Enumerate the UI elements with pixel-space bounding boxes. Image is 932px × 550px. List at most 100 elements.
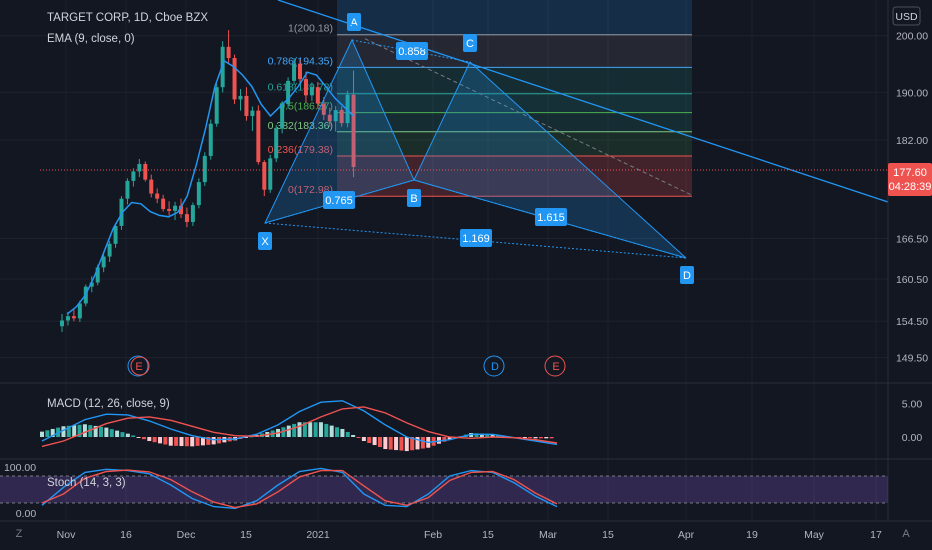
macd-histogram-bar [163, 437, 168, 445]
macd-histogram-bar [50, 428, 55, 437]
candle-body[interactable] [113, 225, 118, 244]
candle-body[interactable] [292, 63, 297, 81]
macd-histogram-bar [179, 437, 184, 447]
ratio-label-xad[interactable]: 1.169 [460, 229, 492, 247]
pattern-ratio-line [264, 222, 687, 259]
candle-body[interactable] [155, 193, 160, 199]
candle-body[interactable] [143, 163, 148, 180]
candle-body[interactable] [89, 282, 94, 287]
ratio-label-xab[interactable]: 0.765 [323, 191, 355, 209]
ratio-label-xad-text: 1.169 [462, 233, 490, 245]
xabcd-pattern[interactable]: X A B C D 0.765 0.858 1.615 1.169 [258, 13, 694, 284]
event-circle [127, 355, 149, 377]
ratio-label-abc[interactable]: 0.858 [396, 42, 428, 60]
candle-body[interactable] [226, 46, 231, 59]
pattern-point-b-bg [407, 189, 421, 207]
macd-histogram-bar [190, 437, 195, 447]
candle-body[interactable] [131, 171, 136, 181]
candle-body[interactable] [173, 205, 178, 211]
candle-body[interactable] [327, 114, 332, 122]
event-marker-dividend[interactable]: D [483, 355, 505, 377]
candle-body[interactable] [262, 162, 267, 190]
candle-body[interactable] [149, 179, 154, 194]
candle-body[interactable] [179, 205, 183, 215]
candle-body[interactable] [214, 87, 219, 124]
candle-body[interactable] [244, 95, 249, 116]
candle-body[interactable] [60, 320, 64, 327]
candle-body[interactable] [303, 79, 308, 96]
candle-body[interactable] [202, 155, 207, 183]
macd-tick-label: 0.00 [902, 432, 923, 444]
stoch-pane[interactable]: 100.00 0.00 [0, 462, 888, 520]
candle-body[interactable] [286, 80, 291, 105]
candle-body[interactable] [161, 198, 166, 209]
price-axis[interactable]: 200.00 190.00 182.00 166.50 160.50 154.50 149.… [896, 31, 928, 365]
candle-body[interactable] [274, 128, 279, 159]
candle-body[interactable] [137, 163, 142, 172]
candle-body[interactable] [107, 243, 112, 257]
candle-body[interactable] [256, 110, 261, 163]
currency-button[interactable]: USD [892, 6, 921, 26]
trendline[interactable] [277, 0, 889, 203]
candle-body[interactable] [298, 63, 302, 80]
macd-tick-label: 5.00 [902, 399, 923, 411]
pattern-point-d[interactable]: D [680, 266, 694, 284]
candle-body[interactable] [184, 214, 189, 222]
macd-histogram-bar [211, 437, 216, 445]
fib-retracement[interactable]: 1(200.18)0.786(194.35)0.618(189.78)0.5(1… [268, 0, 693, 197]
fib-zone [337, 156, 692, 197]
stoch-d-line [41, 469, 558, 509]
candle-body[interactable] [238, 95, 243, 100]
pattern-point-x[interactable]: X [258, 232, 272, 250]
candle-body[interactable] [333, 110, 338, 122]
candle-body[interactable] [315, 87, 320, 104]
macd-histogram-bar [340, 428, 345, 437]
macd-histogram-bar [66, 425, 71, 437]
macd-histogram-bar [61, 426, 66, 437]
pattern-point-b[interactable]: B [407, 189, 421, 207]
candle-body[interactable] [309, 87, 314, 96]
macd-histogram-bar [495, 434, 500, 437]
macd-histogram-bar [308, 422, 313, 437]
event-marker-earnings[interactable]: E [127, 355, 150, 377]
candle-body[interactable] [101, 256, 106, 268]
macd-histogram-bar [77, 424, 82, 437]
candle-body[interactable] [280, 104, 285, 129]
macd-pane[interactable]: 5.00 0.00 [40, 399, 922, 452]
ratio-label-bcd-bg [535, 208, 567, 226]
candle-body[interactable] [268, 158, 273, 190]
time-axis[interactable]: Nov 16 Dec 15 2021 Feb 15 Mar 15 Apr 19 May 17 [57, 529, 882, 541]
candle-body[interactable] [190, 205, 195, 222]
candle-body[interactable] [345, 94, 350, 124]
candle-body[interactable] [339, 110, 344, 124]
candle-body[interactable] [119, 198, 124, 226]
candle-body[interactable] [65, 316, 70, 321]
macd-legend: MACD (12, 26, close, 9) [47, 398, 170, 410]
candle-body[interactable] [71, 316, 76, 319]
candle-body[interactable] [125, 180, 130, 199]
candle-body[interactable] [167, 208, 172, 211]
candle-body[interactable] [321, 103, 326, 115]
candle-body[interactable] [208, 123, 213, 156]
pattern-point-c[interactable]: C [463, 34, 477, 52]
time-tick-label: Feb [424, 529, 442, 541]
macd-histogram-bar [72, 425, 77, 437]
candle-body[interactable] [351, 94, 356, 168]
timezone-button[interactable]: Z [16, 528, 23, 540]
candle-body[interactable] [250, 110, 255, 116]
pattern-point-a[interactable]: A [347, 13, 361, 31]
macd-histogram-bar [404, 437, 409, 452]
candle-body[interactable] [95, 267, 100, 283]
macd-histogram-bar [109, 429, 114, 437]
ratio-label-bcd[interactable]: 1.615 [535, 208, 567, 226]
auto-scale-button[interactable]: A [902, 528, 910, 540]
candle-body[interactable] [196, 182, 201, 206]
macd-histogram-bar [281, 427, 286, 437]
candle-body[interactable] [232, 58, 237, 100]
event-circle [544, 355, 566, 377]
event-marker-earnings[interactable]: E [544, 355, 566, 377]
candle-body[interactable] [77, 303, 82, 319]
